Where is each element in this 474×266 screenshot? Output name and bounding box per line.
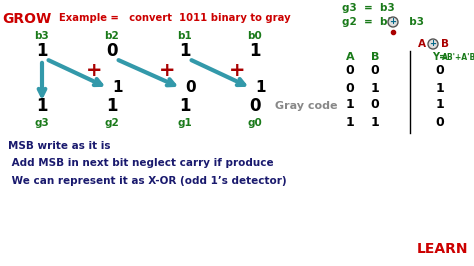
Text: 1: 1: [36, 42, 48, 60]
Text: g1: g1: [178, 118, 192, 128]
Circle shape: [388, 17, 398, 27]
Text: B: B: [441, 39, 449, 49]
Text: AB'+A'B: AB'+A'B: [442, 52, 474, 61]
Text: g3  =  b3: g3 = b3: [342, 3, 395, 13]
Text: B: B: [371, 52, 379, 62]
Text: LEARN: LEARN: [416, 242, 468, 256]
Text: 0: 0: [249, 97, 261, 115]
Text: Add MSB in next bit neglect carry if produce: Add MSB in next bit neglect carry if pro…: [8, 158, 273, 168]
Text: A: A: [346, 52, 354, 62]
Text: b1: b1: [178, 31, 192, 41]
Text: +: +: [229, 60, 245, 80]
Text: GROW: GROW: [3, 12, 52, 26]
Text: 1: 1: [36, 97, 48, 115]
Text: b2: b2: [105, 31, 119, 41]
Text: 1: 1: [371, 115, 379, 128]
Text: 0: 0: [371, 98, 379, 111]
Text: g2  =  b2    b3: g2 = b2 b3: [342, 17, 424, 27]
Text: b3: b3: [35, 31, 49, 41]
Text: 0: 0: [186, 81, 196, 95]
Text: 1: 1: [436, 81, 444, 94]
Text: 1: 1: [256, 81, 266, 95]
Text: 1: 1: [371, 81, 379, 94]
Text: 0: 0: [106, 42, 118, 60]
Text: +: +: [390, 18, 396, 27]
Text: MSB write as it is: MSB write as it is: [8, 141, 110, 151]
Text: A: A: [418, 39, 426, 49]
Text: We can represent it as X-OR (odd 1’s detector): We can represent it as X-OR (odd 1’s det…: [8, 176, 287, 186]
Text: g3: g3: [35, 118, 49, 128]
Text: Y=: Y=: [432, 52, 447, 62]
Text: 1: 1: [113, 81, 123, 95]
Text: 1: 1: [346, 115, 355, 128]
Text: 0: 0: [436, 64, 444, 77]
Text: +: +: [159, 60, 175, 80]
Text: Gray code: Gray code: [275, 101, 337, 111]
Circle shape: [428, 39, 438, 49]
Text: +: +: [429, 39, 437, 48]
Text: 1: 1: [436, 98, 444, 111]
Text: Example =   convert  1011 binary to gray: Example = convert 1011 binary to gray: [59, 13, 291, 23]
Text: 1: 1: [106, 97, 118, 115]
Text: b0: b0: [247, 31, 263, 41]
Text: 0: 0: [346, 64, 355, 77]
Text: 0: 0: [371, 64, 379, 77]
Text: 1: 1: [179, 42, 191, 60]
Text: g0: g0: [247, 118, 263, 128]
Text: g2: g2: [105, 118, 119, 128]
Text: 0: 0: [346, 81, 355, 94]
Text: 0: 0: [436, 115, 444, 128]
Text: 1: 1: [179, 97, 191, 115]
Text: 1: 1: [346, 98, 355, 111]
Text: 1: 1: [249, 42, 261, 60]
Text: +: +: [86, 60, 102, 80]
